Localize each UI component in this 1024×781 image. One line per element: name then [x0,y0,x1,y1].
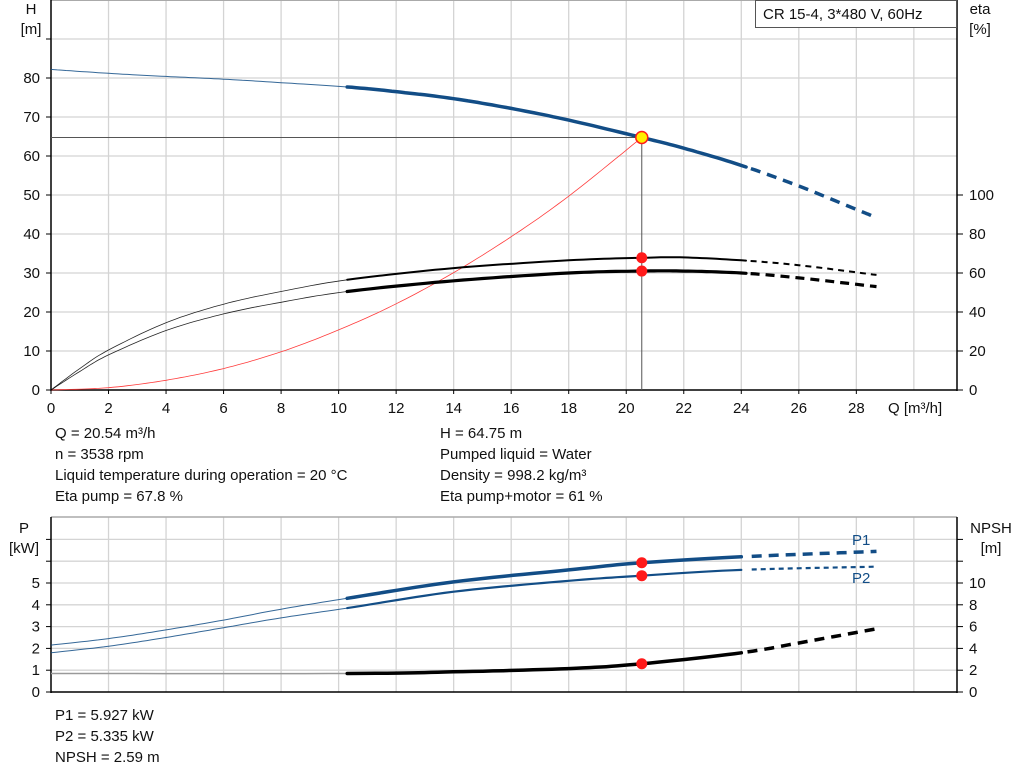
info-eta-pump: Eta pump = 67.8 % [55,488,183,505]
info-q: Q = 20.54 m³/h [55,425,156,442]
curves [50,68,878,676]
y-tick-label: 60 [23,148,40,165]
y2-axis-unit-eta: [%] [969,21,991,38]
eta-pump-motor-curve-extrapolated-low [50,291,348,391]
x-tick-label: 6 [219,400,227,417]
y2-tick-label: 0 [969,684,977,701]
y2-tick-label: 80 [969,226,986,243]
y-tick-label: 30 [23,265,40,282]
y-tick-label: 70 [23,109,40,126]
info-top-right: H = 64.75 m Pumped liquid = Water Densit… [440,423,603,507]
x-tick-label: 24 [733,400,750,417]
y-axis-unit-h: [m] [21,21,42,38]
top-chart-grid [51,0,957,390]
info-speed: n = 3538 rpm [55,446,144,463]
eta-pump-motor-curve [345,269,748,294]
y-axis-unit-p: [kW] [9,540,39,557]
x-tick-label: 2 [104,400,112,417]
y2-tick-label: 10 [969,575,986,592]
y-tick-label: 0 [32,684,40,701]
npsh-curve [345,651,744,676]
x-tick-label: 4 [162,400,170,417]
y2-tick-label: 6 [969,619,977,636]
y-tick-label: 1 [32,662,40,679]
info-pumped-liquid: Pumped liquid = Water [440,446,592,463]
x-tick-label: 12 [388,400,405,417]
legend-p1: P1 [852,532,870,549]
y2-tick-label: 40 [969,304,986,321]
p2-curve-extrapolated-high [751,565,877,571]
legend-p2: P2 [852,570,870,587]
y-axis-label-p: P [19,520,29,537]
y2-tick-label: 0 [969,382,977,399]
y2-tick-label: 8 [969,597,977,614]
chart-title: CR 15-4, 3*480 V, 60Hz [763,6,923,23]
y-tick-label: 5 [32,575,40,592]
y2-tick-label: 4 [969,640,977,657]
eta-pump-duty-point [636,252,648,264]
y2-axis-label-eta: eta [970,1,992,18]
info-p2: P2 = 5.335 kW [55,728,154,745]
info-npsh: NPSH = 2.59 m [55,749,160,766]
y2-tick-label: 2 [969,662,977,679]
info-h: H = 64.75 m [440,425,523,442]
p1-curve [345,555,744,601]
info-p1: P1 = 5.927 kW [55,707,154,724]
y-tick-label: 4 [32,597,40,614]
y-tick-label: 2 [32,640,40,657]
x-axis-label-q: Q [m³/h] [888,400,942,417]
y-tick-label: 80 [23,70,40,87]
p2-curve-extrapolated-low [50,607,348,654]
p1-curve-extrapolated-high [751,549,877,559]
duty-point-marks [635,130,649,670]
y-tick-label: 0 [32,382,40,399]
p2-curve [346,568,743,610]
title-box [755,0,957,28]
info-bottom: P1 = 5.927 kW P2 = 5.335 kW NPSH = 2.59 … [55,705,160,768]
x-tick-label: 8 [277,400,285,417]
eta-pump-curve-extrapolated-low [50,279,348,391]
npsh-duty-point [636,658,648,670]
eta-pump-motor-curve-extrapolated-high [750,272,877,289]
p1-duty-point [636,557,648,569]
x-tick-label: 26 [790,400,807,417]
x-tick-label: 10 [330,400,347,417]
x-tick-label: 18 [560,400,577,417]
y2-tick-label: 60 [969,265,986,282]
bottom-chart-grid [51,516,957,692]
info-top-left: Q = 20.54 m³/h n = 3538 rpm Liquid tempe… [55,423,347,507]
y2-axis-label-npsh: NPSH [970,520,1012,537]
y2-tick-label: 100 [969,187,994,204]
p1-curve-extrapolated-low [50,597,348,646]
eta-pump-curve-extrapolated-high [750,260,877,276]
info-liquid-temp: Liquid temperature during operation = 20… [55,467,348,484]
system-curve [50,137,643,391]
eta-pump-motor-duty-point [636,265,648,277]
head-duty-point [635,130,649,145]
x-tick-label: 14 [445,400,462,417]
x-tick-label: 16 [503,400,520,417]
y-tick-label: 10 [23,343,40,360]
x-tick-label: 0 [47,400,55,417]
y-tick-label: 20 [23,304,40,321]
head-curve [345,85,748,169]
y-tick-label: 40 [23,226,40,243]
eta-pump-curve [346,256,747,281]
x-tick-label: 22 [675,400,692,417]
head-curve-extrapolated-low [50,68,348,88]
y-tick-label: 3 [32,619,40,636]
y2-axis-unit-npsh: [m] [981,540,1002,557]
p2-duty-point [636,570,648,582]
head-curve-extrapolated-high [750,166,878,220]
y-tick-label: 50 [23,187,40,204]
info-density: Density = 998.2 kg/m³ [440,467,587,484]
npsh-curve-extrapolated-high [747,627,877,654]
info-eta-pump-motor: Eta pump+motor = 61 % [440,488,603,505]
x-tick-label: 28 [848,400,865,417]
x-tick-label: 20 [618,400,635,417]
y2-tick-label: 20 [969,343,986,360]
y-axis-label-h: H [26,1,37,18]
